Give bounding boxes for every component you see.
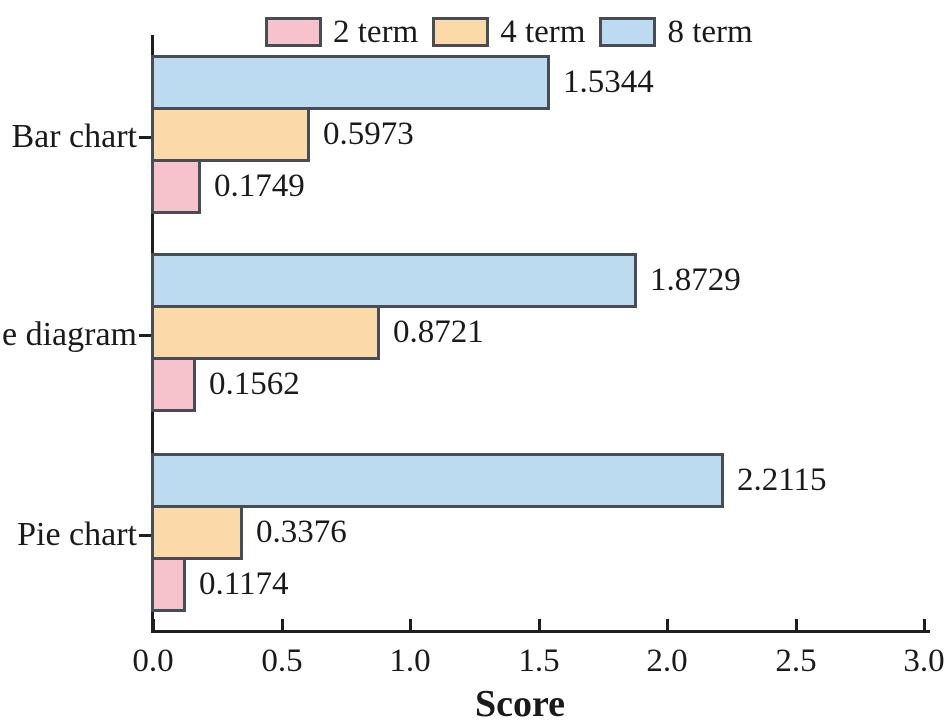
- x-tick: [795, 619, 798, 630]
- legend-item: 2 term: [265, 15, 418, 49]
- x-tick: [281, 619, 284, 630]
- x-tick: [923, 619, 926, 630]
- bar-value-label: 0.5973: [323, 116, 414, 152]
- bar: [151, 159, 201, 214]
- legend-label: 2 term: [333, 14, 419, 50]
- bar-value-label: 1.5344: [563, 64, 654, 100]
- bar: [151, 55, 550, 110]
- x-tick: [538, 619, 541, 630]
- x-tick-label: 0.5: [261, 643, 303, 679]
- x-tick: [666, 619, 669, 630]
- category-tick: [139, 136, 151, 139]
- x-tick-label: 2.5: [775, 643, 817, 679]
- bar-value-label: 0.3376: [256, 514, 347, 550]
- bar-value-label: 0.1749: [214, 168, 305, 204]
- category-tick: [139, 534, 151, 537]
- legend-item: 4 term: [432, 15, 585, 49]
- bar-value-label: 0.8721: [393, 314, 484, 350]
- x-axis-line: [151, 630, 930, 633]
- x-tick: [409, 619, 412, 630]
- category-tick: [139, 334, 151, 337]
- bar: [151, 305, 380, 360]
- legend-swatch-4-term: [432, 17, 490, 47]
- x-tick-label: 0.0: [132, 643, 174, 679]
- bar: [151, 357, 196, 412]
- legend: 2 term 4 term 8 term: [265, 15, 753, 49]
- legend-label: 4 term: [500, 14, 586, 50]
- bar-value-label: 0.1562: [209, 366, 300, 402]
- x-tick-label: 1.5: [518, 643, 560, 679]
- legend-item: 8 term: [599, 14, 753, 50]
- legend-swatch-8-term: [599, 17, 657, 47]
- x-tick-label: 3.0: [903, 643, 945, 679]
- bar: [151, 107, 310, 162]
- bar-value-label: 1.8729: [650, 262, 741, 298]
- bar-value-label: 0.1174: [199, 566, 289, 602]
- category-label: Pie chart: [17, 516, 137, 553]
- bar: [151, 505, 243, 560]
- legend-swatch-2-term: [265, 17, 322, 47]
- bar: [151, 557, 186, 612]
- category-label: Bar chart: [11, 118, 137, 155]
- bar: [151, 453, 724, 508]
- legend-label: 8 term: [667, 14, 753, 50]
- x-tick-label: 1.0: [389, 643, 431, 679]
- category-label: e diagram: [2, 316, 137, 353]
- bar-value-label: 2.2115: [737, 462, 827, 498]
- bar: [151, 253, 637, 308]
- x-axis-title: Score: [474, 683, 566, 724]
- x-tick: [152, 619, 155, 630]
- x-tick-label: 2.0: [646, 643, 688, 679]
